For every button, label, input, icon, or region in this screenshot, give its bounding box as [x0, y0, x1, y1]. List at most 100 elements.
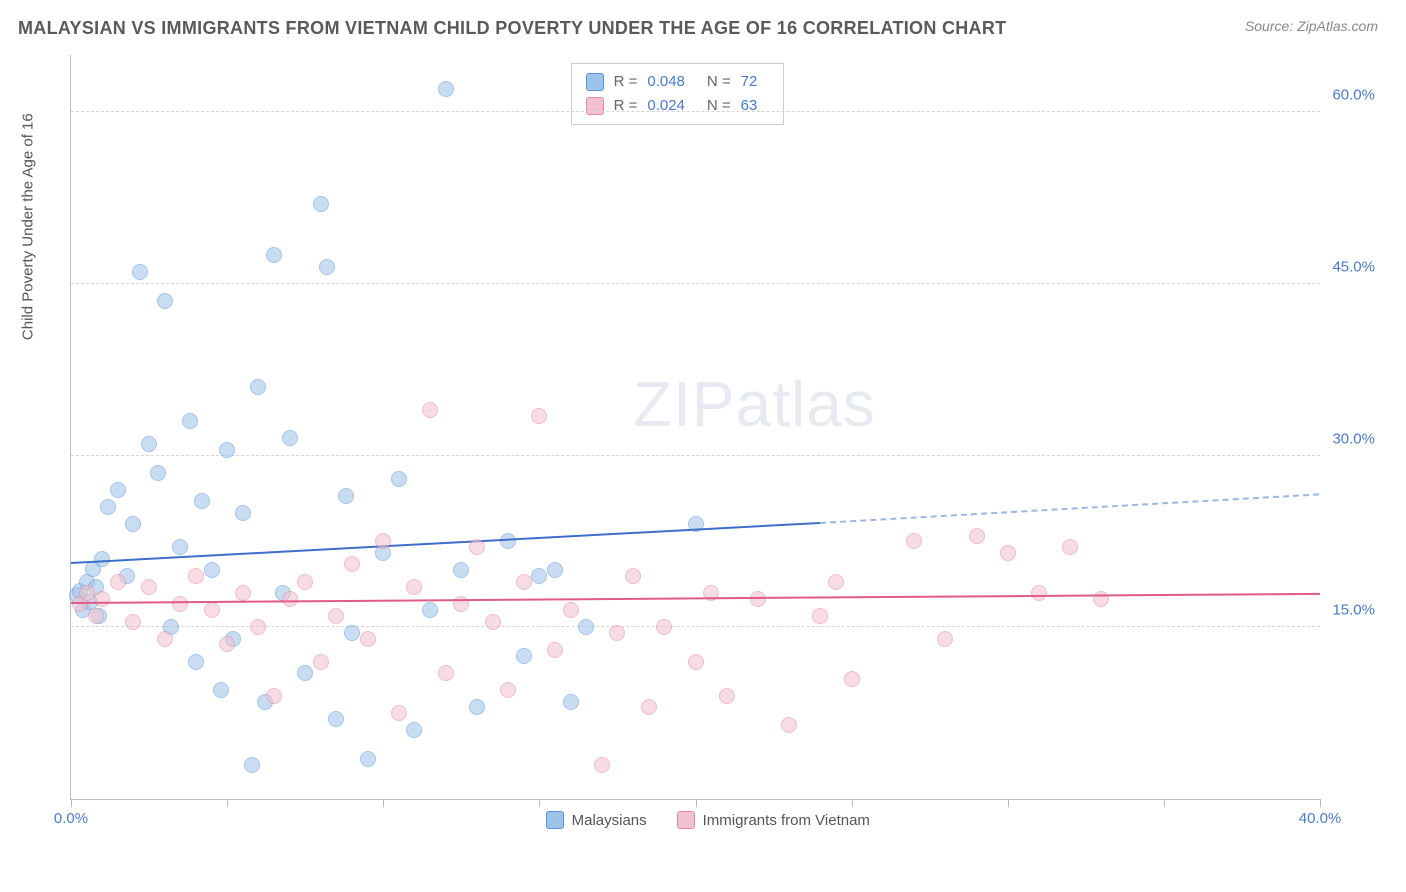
data-point: [141, 579, 157, 595]
y-tick-label: 45.0%: [1332, 258, 1375, 275]
data-point: [182, 413, 198, 429]
data-point: [391, 705, 407, 721]
data-point: [688, 654, 704, 670]
data-point: [485, 614, 501, 630]
data-point: [204, 602, 220, 618]
data-point: [844, 671, 860, 687]
data-point: [438, 665, 454, 681]
data-point: [235, 585, 251, 601]
data-point: [531, 408, 547, 424]
legend-label-1: Immigrants from Vietnam: [703, 812, 870, 829]
gridline: [71, 455, 1320, 456]
data-point: [157, 293, 173, 309]
data-point: [375, 533, 391, 549]
data-point: [578, 619, 594, 635]
data-point: [1062, 539, 1078, 555]
stats-row-series-0: R = 0.048 N = 72: [586, 70, 770, 94]
stats-row-series-1: R = 0.024 N = 63: [586, 94, 770, 118]
swatch-series-1: [586, 97, 604, 115]
data-point: [625, 568, 641, 584]
swatch-series-0: [586, 73, 604, 91]
data-point: [141, 436, 157, 452]
stat-n-label: N =: [707, 94, 731, 118]
stat-r-label: R =: [614, 94, 638, 118]
data-point: [172, 596, 188, 612]
data-point: [244, 757, 260, 773]
data-point: [157, 631, 173, 647]
data-point: [906, 533, 922, 549]
y-axis-label: Child Poverty Under the Age of 16: [20, 113, 37, 340]
stat-n-value-1: 63: [741, 94, 758, 118]
x-tick-label: 0.0%: [54, 810, 88, 827]
data-point: [609, 625, 625, 641]
data-point: [110, 574, 126, 590]
y-tick-label: 15.0%: [1332, 602, 1375, 619]
data-point: [219, 636, 235, 652]
data-point: [282, 591, 298, 607]
data-point: [937, 631, 953, 647]
x-tick: [227, 799, 228, 807]
data-point: [328, 608, 344, 624]
data-point: [213, 682, 229, 698]
data-point: [194, 493, 210, 509]
x-tick: [1320, 799, 1321, 807]
stat-r-value-1: 0.024: [647, 94, 685, 118]
data-point: [188, 654, 204, 670]
trendline-dashed: [820, 494, 1320, 525]
legend-item-1: Immigrants from Vietnam: [677, 811, 870, 829]
data-point: [79, 585, 95, 601]
data-point: [94, 551, 110, 567]
plot-area: ZIPatlas R = 0.048 N = 72 R = 0.024 N = …: [70, 55, 1320, 800]
chart-title: MALAYSIAN VS IMMIGRANTS FROM VIETNAM CHI…: [18, 18, 1006, 39]
data-point: [360, 631, 376, 647]
y-tick-label: 60.0%: [1332, 87, 1375, 104]
data-point: [125, 516, 141, 532]
trendline: [71, 593, 1320, 604]
x-tick: [852, 799, 853, 807]
watermark: ZIPatlas: [633, 367, 876, 441]
x-tick-label: 40.0%: [1299, 810, 1342, 827]
data-point: [235, 505, 251, 521]
data-point: [438, 81, 454, 97]
data-point: [500, 682, 516, 698]
data-point: [266, 247, 282, 263]
data-point: [391, 471, 407, 487]
data-point: [250, 379, 266, 395]
data-point: [282, 430, 298, 446]
x-tick: [71, 799, 72, 807]
data-point: [406, 579, 422, 595]
legend-swatch-1: [677, 811, 695, 829]
data-point: [469, 539, 485, 555]
data-point: [422, 602, 438, 618]
data-point: [812, 608, 828, 624]
legend-swatch-0: [546, 811, 564, 829]
data-point: [88, 608, 104, 624]
data-point: [641, 699, 657, 715]
data-point: [319, 259, 335, 275]
x-tick: [383, 799, 384, 807]
data-point: [132, 264, 148, 280]
data-point: [422, 402, 438, 418]
data-point: [516, 574, 532, 590]
data-point: [1031, 585, 1047, 601]
x-tick: [539, 799, 540, 807]
data-point: [719, 688, 735, 704]
chart-container: Child Poverty Under the Age of 16 ZIPatl…: [50, 55, 1380, 835]
data-point: [313, 654, 329, 670]
data-point: [188, 568, 204, 584]
data-point: [297, 665, 313, 681]
data-point: [172, 539, 188, 555]
stat-n-value-0: 72: [741, 70, 758, 94]
data-point: [360, 751, 376, 767]
data-point: [547, 642, 563, 658]
data-point: [344, 556, 360, 572]
data-point: [94, 591, 110, 607]
data-point: [1000, 545, 1016, 561]
data-point: [100, 499, 116, 515]
data-point: [406, 722, 422, 738]
stat-n-label: N =: [707, 70, 731, 94]
stats-legend: R = 0.048 N = 72 R = 0.024 N = 63: [571, 63, 785, 125]
stat-r-label: R =: [614, 70, 638, 94]
source-attribution: Source: ZipAtlas.com: [1245, 18, 1378, 34]
data-point: [531, 568, 547, 584]
